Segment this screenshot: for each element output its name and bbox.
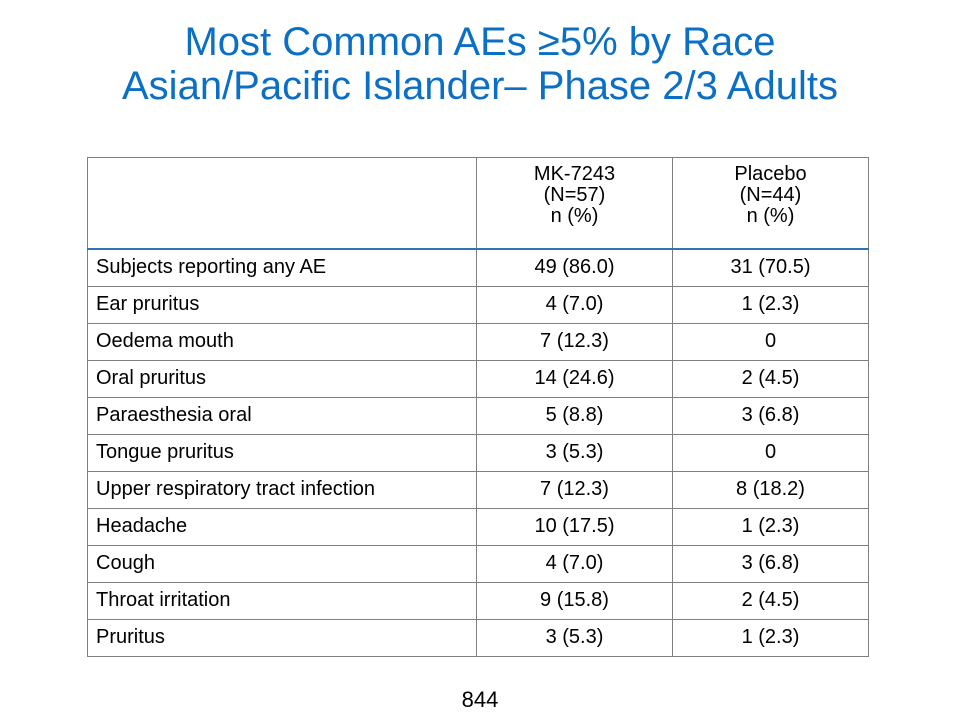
placebo-value: 1 (2.3) xyxy=(672,285,869,324)
placebo-value: 31 (70.5) xyxy=(672,248,869,287)
title-line-1: Most Common AEs ≥5% by Race xyxy=(184,20,776,64)
mk7243-value: 3 (5.3) xyxy=(476,618,673,657)
header-cell-placebo: Placebo (N=44) n (%) xyxy=(672,157,869,250)
row-label: Upper respiratory tract infection xyxy=(87,470,477,509)
mk7243-value: 9 (15.8) xyxy=(476,581,673,620)
row-label: Oral pruritus xyxy=(87,359,477,398)
row-label: Pruritus xyxy=(87,618,477,657)
header-placebo-line-3: n (%) xyxy=(746,205,795,227)
mk7243-value: 4 (7.0) xyxy=(476,544,673,583)
row-label: Subjects reporting any AE xyxy=(87,248,477,287)
header-placebo-line-1: Placebo xyxy=(734,163,807,185)
header-placebo-line-2: (N=44) xyxy=(739,184,802,206)
mk7243-value: 7 (12.3) xyxy=(476,470,673,509)
placebo-value: 3 (6.8) xyxy=(672,396,869,435)
placebo-value: 0 xyxy=(672,322,869,361)
header-mk-line-2: (N=57) xyxy=(543,184,606,206)
table-row: Pruritus 3 (5.3) 1 (2.3) xyxy=(87,618,869,657)
row-label: Throat irritation xyxy=(87,581,477,620)
row-label: Ear pruritus xyxy=(87,285,477,324)
mk7243-value: 10 (17.5) xyxy=(476,507,673,546)
title-line-2: Asian/Pacific Islander– Phase 2/3 Adults xyxy=(122,64,838,108)
table-row: Subjects reporting any AE 49 (86.0) 31 (70… xyxy=(87,248,869,287)
header-cell-empty xyxy=(87,157,477,250)
adverse-events-table: MK-7243 (N=57) n (%) Placebo (N=44) n (%… xyxy=(87,157,869,657)
mk7243-value: 4 (7.0) xyxy=(476,285,673,324)
header-mk-line-3: n (%) xyxy=(550,205,599,227)
placebo-value: 3 (6.8) xyxy=(672,544,869,583)
table-row: Paraesthesia oral 5 (8.8) 3 (6.8) xyxy=(87,396,869,435)
mk7243-value: 14 (24.6) xyxy=(476,359,673,398)
table-row: Headache 10 (17.5) 1 (2.3) xyxy=(87,507,869,546)
placebo-value: 1 (2.3) xyxy=(672,507,869,546)
placebo-value: 1 (2.3) xyxy=(672,618,869,657)
table-header-row: MK-7243 (N=57) n (%) Placebo (N=44) n (%… xyxy=(87,157,869,250)
mk7243-value: 49 (86.0) xyxy=(476,248,673,287)
row-label: Cough xyxy=(87,544,477,583)
table-row: Upper respiratory tract infection 7 (12.3… xyxy=(87,470,869,509)
row-label: Paraesthesia oral xyxy=(87,396,477,435)
slide-title: Most Common AEs ≥5% by Race Asian/Pacifi… xyxy=(0,20,960,108)
table-row: Ear pruritus 4 (7.0) 1 (2.3) xyxy=(87,285,869,324)
table-row: Throat irritation 9 (15.8) 2 (4.5) xyxy=(87,581,869,620)
placebo-value: 2 (4.5) xyxy=(672,359,869,398)
mk7243-value: 5 (8.8) xyxy=(476,396,673,435)
row-label: Headache xyxy=(87,507,477,546)
table-row: Tongue pruritus 3 (5.3) 0 xyxy=(87,433,869,472)
header-cell-mk7243: MK-7243 (N=57) n (%) xyxy=(476,157,673,250)
row-label: Tongue pruritus xyxy=(87,433,477,472)
placebo-value: 2 (4.5) xyxy=(672,581,869,620)
row-label: Oedema mouth xyxy=(87,322,477,361)
mk7243-value: 3 (5.3) xyxy=(476,433,673,472)
header-mk-line-1: MK-7243 xyxy=(533,163,616,185)
table-row: Oral pruritus 14 (24.6) 2 (4.5) xyxy=(87,359,869,398)
mk7243-value: 7 (12.3) xyxy=(476,322,673,361)
page-number: 844 xyxy=(461,687,499,712)
placebo-value: 8 (18.2) xyxy=(672,470,869,509)
placebo-value: 0 xyxy=(672,433,869,472)
table-row: Cough 4 (7.0) 3 (6.8) xyxy=(87,544,869,583)
table-row: Oedema mouth 7 (12.3) 0 xyxy=(87,322,869,361)
